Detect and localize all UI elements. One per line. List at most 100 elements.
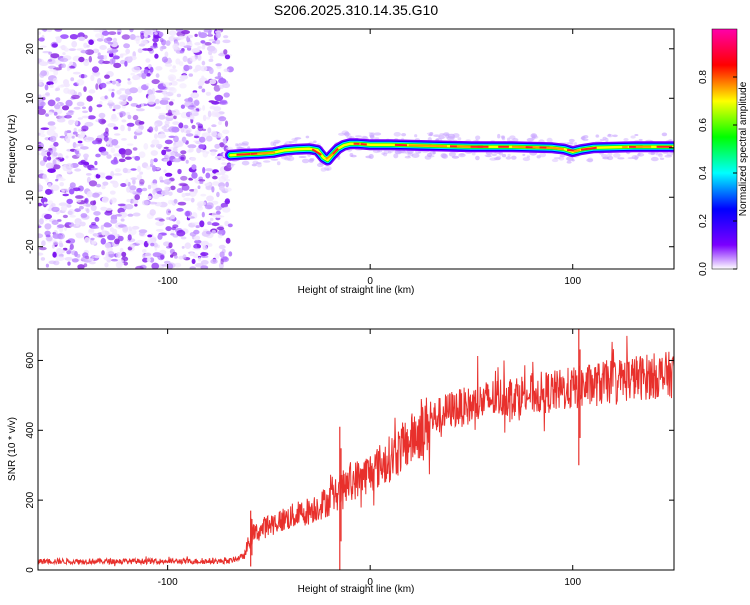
- noise-blob: [133, 115, 139, 120]
- noise-blob: [170, 152, 175, 156]
- noise-blob: [68, 120, 75, 123]
- noise-blob: [166, 209, 171, 216]
- noise-blob: [173, 158, 181, 162]
- noise-blob: [194, 244, 197, 248]
- noise-blob: [215, 32, 221, 38]
- noise-blob: [169, 30, 176, 36]
- halo-blob: [475, 136, 480, 140]
- halo-blob: [587, 158, 593, 163]
- noise-blob: [173, 115, 177, 119]
- noise-blob: [221, 162, 227, 165]
- noise-blob: [74, 168, 81, 171]
- noise-blob: [108, 31, 116, 35]
- noise-blob: [66, 156, 69, 159]
- noise-blob: [217, 227, 225, 230]
- noise-blob: [72, 258, 79, 262]
- noise-blob: [133, 213, 141, 217]
- noise-blob: [113, 127, 118, 130]
- spectrogram-x-label: Height of straight line (km): [298, 285, 415, 296]
- noise-blob: [222, 207, 230, 213]
- noise-blob: [120, 95, 129, 98]
- noise-blob: [225, 198, 230, 204]
- noise-blob: [200, 66, 207, 72]
- colorbar-tick-label: 0.4: [698, 166, 709, 180]
- noise-blob: [68, 211, 73, 215]
- noise-blob: [78, 144, 84, 147]
- halo-blob: [252, 161, 258, 165]
- noise-blob: [127, 143, 133, 145]
- noise-blob: [97, 104, 103, 107]
- noise-blob: [107, 123, 116, 127]
- noise-blob: [98, 172, 106, 175]
- noise-blob: [220, 100, 228, 104]
- noise-blob: [210, 259, 217, 264]
- noise-blob: [127, 123, 135, 127]
- noise-blob: [209, 100, 216, 103]
- noise-blob: [123, 43, 130, 48]
- noise-blob: [74, 107, 81, 110]
- noise-blob: [151, 183, 157, 189]
- noise-blob: [138, 48, 143, 53]
- noise-blob: [194, 34, 197, 37]
- halo-blob: [501, 135, 505, 138]
- noise-blob: [106, 82, 111, 85]
- noise-blob: [38, 82, 41, 85]
- noise-blob: [92, 140, 98, 144]
- noise-blob: [84, 199, 87, 203]
- noise-blob: [190, 92, 199, 98]
- noise-blob: [70, 182, 76, 188]
- noise-blob: [190, 252, 195, 256]
- noise-blob: [114, 239, 120, 245]
- noise-blob: [46, 163, 54, 169]
- noise-blob: [104, 75, 110, 79]
- snr-y-label: SNR (10 * v/v): [7, 417, 18, 481]
- noise-blob: [225, 182, 229, 188]
- noise-blob: [179, 61, 184, 66]
- noise-blob: [197, 206, 203, 211]
- noise-blob: [36, 185, 43, 191]
- noise-blob: [84, 263, 88, 267]
- noise-blob: [88, 39, 94, 45]
- noise-blob: [155, 126, 158, 132]
- noise-blob: [208, 111, 212, 118]
- noise-blob: [136, 39, 140, 44]
- noise-blob: [155, 99, 160, 105]
- noise-blob: [169, 69, 177, 73]
- noise-blob: [183, 254, 187, 259]
- spectrogram-x-tick-label: -100: [158, 276, 178, 287]
- noise-blob: [121, 252, 126, 257]
- noise-blob: [92, 241, 97, 245]
- noise-blob: [215, 253, 220, 259]
- noise-blob: [155, 221, 164, 226]
- noise-blob: [202, 212, 205, 218]
- noise-blob: [152, 189, 156, 195]
- noise-blob: [93, 29, 102, 32]
- noise-blob: [49, 136, 56, 142]
- noise-blob: [174, 199, 178, 204]
- noise-blob: [53, 152, 57, 157]
- noise-blob: [48, 183, 51, 187]
- halo-blob: [634, 156, 638, 160]
- noise-blob: [173, 136, 179, 143]
- spectrogram-y-tick-label: 10: [25, 92, 36, 104]
- noise-blob: [107, 50, 114, 53]
- halo-blob: [428, 155, 434, 157]
- spectrogram-x-tick-label: 100: [564, 276, 581, 287]
- noise-blob: [141, 104, 144, 108]
- noise-blob: [127, 115, 131, 120]
- noise-blob: [105, 208, 112, 211]
- noise-blob: [165, 63, 172, 67]
- noise-blob: [216, 215, 225, 217]
- noise-blob: [128, 234, 132, 240]
- noise-blob: [88, 229, 94, 233]
- noise-blob: [59, 58, 68, 62]
- noise-blob: [206, 151, 210, 154]
- noise-blob: [199, 137, 206, 143]
- noise-blob: [41, 240, 46, 246]
- noise-blob: [139, 229, 148, 233]
- noise-blob: [198, 185, 201, 189]
- noise-blob: [54, 104, 60, 109]
- noise-blob: [66, 163, 74, 170]
- noise-blob: [178, 202, 187, 206]
- noise-blob: [163, 169, 166, 173]
